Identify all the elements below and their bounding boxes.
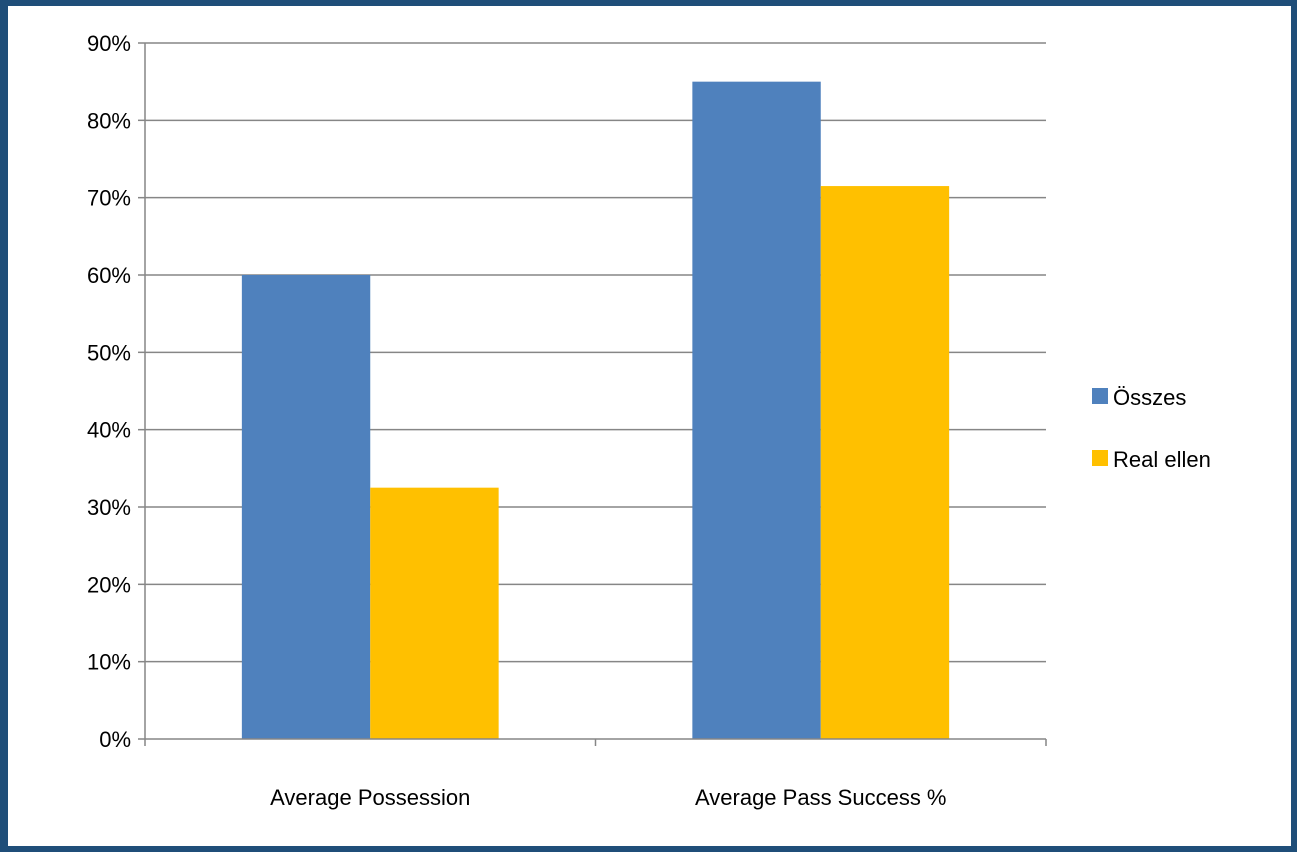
y-tick-label: 40% [87,418,131,443]
y-tick-labels: 0% 10% 20% 30% 40% 50% 60% 70% 80% 90% [87,31,131,752]
y-tick-label: 0% [99,727,131,752]
legend-label: Real ellen [1113,447,1211,472]
y-tick-label: 50% [87,340,131,365]
y-tick-label: 60% [87,263,131,288]
bar-chart: 0% 10% 20% 30% 40% 50% 60% 70% 80% 90% Average Po… [87,31,1211,810]
bar-1-0 [692,81,821,739]
chart-frame: 0% 10% 20% 30% 40% 50% 60% 70% 80% 90% Average Po… [8,6,1291,846]
category-label: Average Possession [270,785,470,810]
bar-0-0 [241,275,371,739]
category-label: Average Pass Success % [695,785,947,810]
bar-0-1 [370,487,499,739]
axes [138,42,1047,746]
y-tick-label: 90% [87,31,131,56]
legend-swatch [1092,450,1108,466]
y-tick-label: 30% [87,495,131,520]
bars [241,81,950,740]
y-tick-label: 10% [87,650,131,675]
legend-label: Összes [1113,385,1186,410]
legend: Összes Real ellen [1092,385,1211,472]
category-labels: Average Possession Average Pass Success % [270,785,946,810]
y-tick-label: 70% [87,186,131,211]
bar-1-1 [820,186,950,740]
legend-swatch [1092,388,1108,404]
y-tick-label: 80% [87,108,131,133]
y-tick-label: 20% [87,572,131,597]
